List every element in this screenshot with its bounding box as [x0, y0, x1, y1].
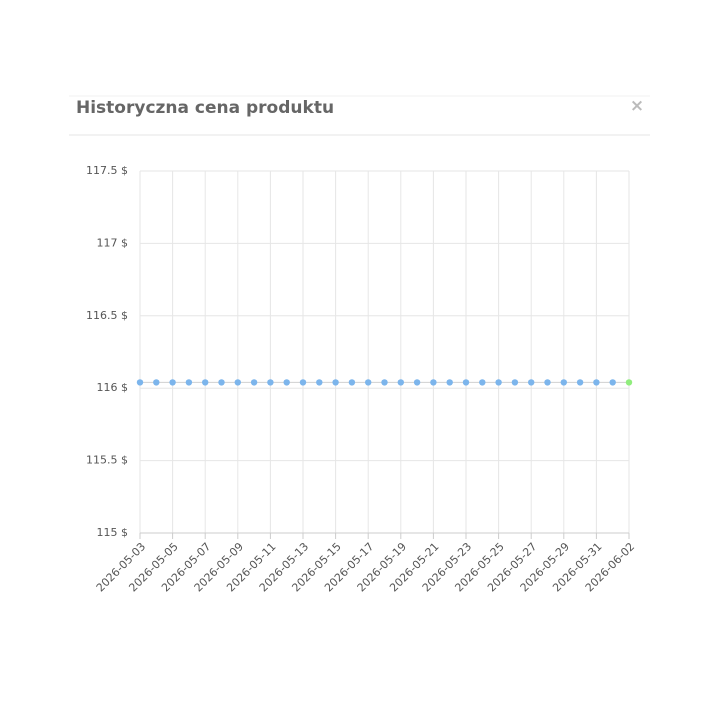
chart: 115 $115.5 $116 $116.5 $117 $117.5 $2026… [86, 164, 637, 594]
data-point [185, 379, 193, 386]
data-point [136, 379, 144, 386]
data-point [560, 379, 567, 386]
data-point [462, 379, 470, 386]
data-point [446, 379, 453, 386]
data-point [250, 379, 258, 386]
data-point [153, 379, 160, 386]
data-point [316, 379, 323, 386]
data-point [397, 379, 404, 386]
data-point [299, 379, 307, 386]
data-point [544, 379, 551, 386]
data-point [365, 379, 372, 386]
data-point [625, 379, 633, 386]
y-tick-label: 117.5 $ [86, 164, 128, 177]
data-point [332, 379, 339, 386]
data-point [348, 379, 356, 386]
data-point [169, 379, 176, 386]
data-point [528, 379, 535, 386]
y-tick-label: 116 $ [97, 381, 129, 394]
y-tick-label: 116.5 $ [86, 309, 128, 322]
data-point [283, 379, 290, 386]
y-tick-label: 117 $ [97, 236, 129, 249]
data-point [234, 379, 241, 386]
data-point [202, 379, 209, 386]
data-point [479, 379, 486, 386]
data-point [381, 379, 388, 386]
data-point [430, 379, 437, 386]
y-tick-label: 115 $ [97, 526, 129, 539]
modal-title: Historyczna cena produktu [76, 98, 334, 118]
data-point [576, 379, 584, 386]
data-point [495, 379, 502, 386]
data-point [593, 379, 600, 386]
data-point [511, 379, 519, 386]
data-point [413, 379, 421, 386]
close-button[interactable]: × [630, 96, 644, 116]
data-point [267, 379, 274, 386]
y-tick-label: 115.5 $ [86, 454, 128, 467]
data-point [218, 379, 225, 386]
data-point [609, 379, 616, 386]
